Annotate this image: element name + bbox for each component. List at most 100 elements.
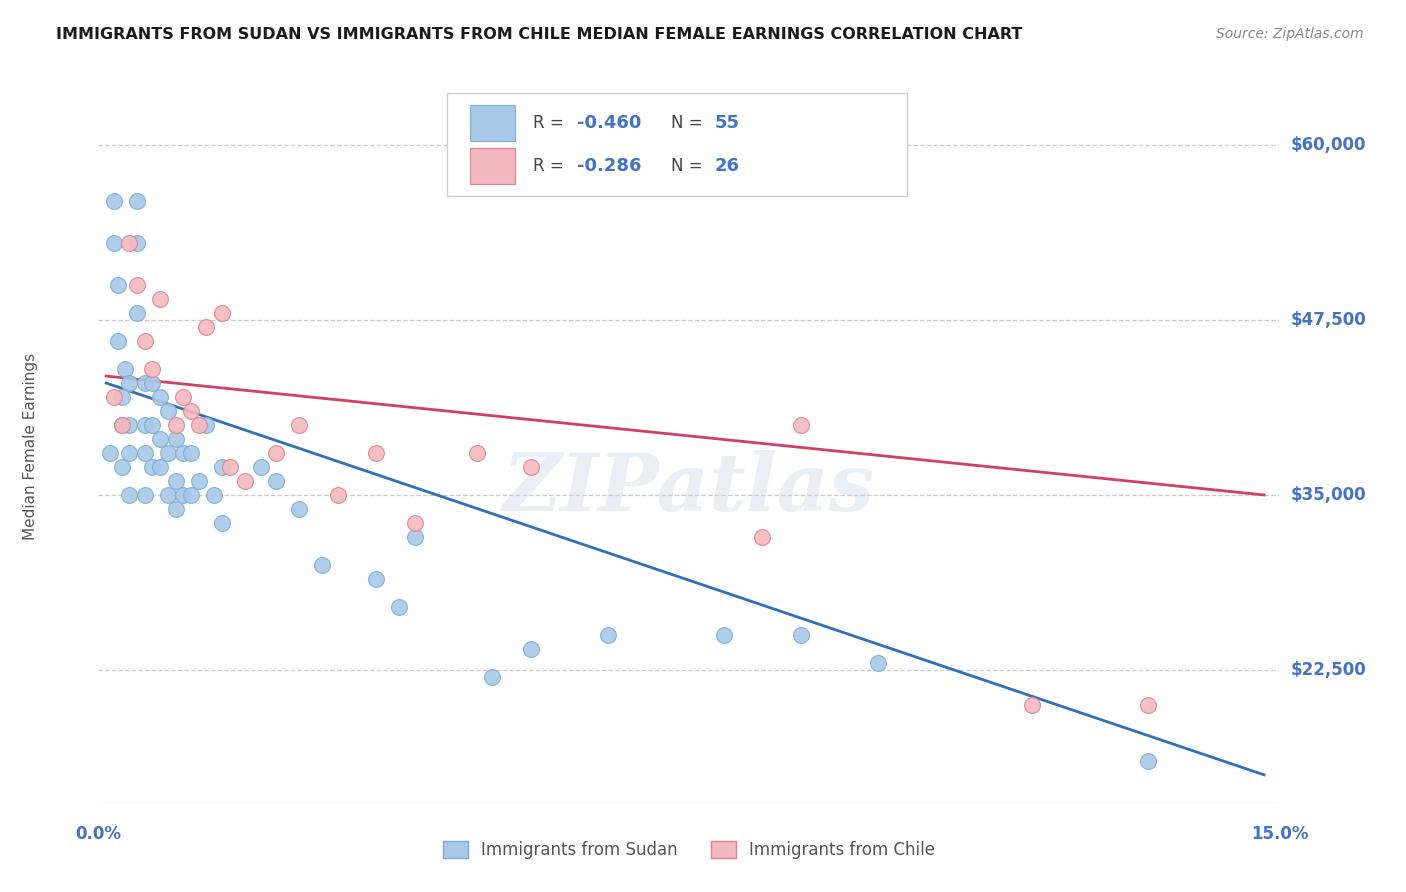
Point	[125, 194, 148, 208]
Point	[519, 641, 541, 656]
Point	[187, 474, 209, 488]
Text: $47,500: $47,500	[1291, 311, 1367, 329]
Text: N =: N =	[671, 114, 709, 132]
Text: R =: R =	[533, 114, 569, 132]
Point	[125, 306, 148, 320]
Point	[211, 460, 233, 475]
Point	[149, 292, 172, 306]
Point	[326, 488, 349, 502]
Point	[195, 320, 218, 334]
Point	[465, 446, 488, 460]
Point	[249, 460, 271, 475]
Point	[141, 362, 163, 376]
Point	[868, 656, 890, 670]
Point	[149, 460, 172, 475]
Point	[233, 474, 256, 488]
Point	[149, 390, 172, 404]
Legend: Immigrants from Sudan, Immigrants from Chile: Immigrants from Sudan, Immigrants from C…	[436, 834, 942, 866]
Point	[149, 432, 172, 446]
Point	[366, 572, 388, 586]
Point	[172, 390, 194, 404]
Point	[141, 376, 163, 390]
Point	[187, 417, 209, 432]
Point	[288, 417, 311, 432]
Point	[388, 599, 411, 614]
Point	[180, 446, 202, 460]
Point	[103, 390, 125, 404]
Point	[172, 488, 194, 502]
Point	[165, 502, 187, 516]
Point	[165, 474, 187, 488]
Point	[156, 488, 179, 502]
Point	[134, 376, 156, 390]
Point	[790, 417, 813, 432]
Point	[118, 417, 141, 432]
Point	[125, 278, 148, 293]
Point	[195, 417, 218, 432]
Text: $35,000: $35,000	[1291, 486, 1367, 504]
Point	[103, 194, 125, 208]
Text: 26: 26	[714, 157, 740, 175]
Text: N =: N =	[671, 157, 709, 175]
Text: Source: ZipAtlas.com: Source: ZipAtlas.com	[1216, 27, 1364, 41]
Point	[1137, 698, 1160, 712]
Point	[264, 446, 287, 460]
Point	[366, 446, 388, 460]
Point	[202, 488, 225, 502]
Text: R =: R =	[533, 157, 569, 175]
Text: 0.0%: 0.0%	[76, 825, 121, 843]
Point	[110, 417, 132, 432]
Text: -0.460: -0.460	[576, 114, 641, 132]
Point	[107, 334, 129, 348]
Point	[288, 502, 311, 516]
Point	[103, 236, 125, 251]
Text: $22,500: $22,500	[1291, 661, 1367, 679]
Point	[519, 460, 541, 475]
Point	[211, 516, 233, 530]
Point	[107, 278, 129, 293]
Point	[264, 474, 287, 488]
Point	[118, 488, 141, 502]
Point	[114, 362, 136, 376]
Point	[110, 460, 132, 475]
Point	[211, 306, 233, 320]
Point	[118, 376, 141, 390]
FancyBboxPatch shape	[471, 105, 516, 141]
Point	[165, 417, 187, 432]
Point	[218, 460, 240, 475]
Point	[134, 334, 156, 348]
Point	[790, 628, 813, 642]
Point	[118, 236, 141, 251]
Text: -0.286: -0.286	[576, 157, 641, 175]
Point	[1137, 754, 1160, 768]
Text: $60,000: $60,000	[1291, 136, 1367, 154]
Point	[110, 390, 132, 404]
Point	[180, 404, 202, 418]
Point	[751, 530, 773, 544]
Text: 15.0%: 15.0%	[1251, 825, 1308, 843]
Point	[156, 404, 179, 418]
Point	[180, 488, 202, 502]
Text: 55: 55	[714, 114, 740, 132]
Point	[118, 446, 141, 460]
Point	[134, 446, 156, 460]
Point	[141, 460, 163, 475]
FancyBboxPatch shape	[471, 148, 516, 184]
Point	[125, 236, 148, 251]
Point	[713, 628, 735, 642]
Point	[110, 417, 132, 432]
Point	[134, 417, 156, 432]
Point	[481, 670, 503, 684]
Point	[1021, 698, 1043, 712]
Text: IMMIGRANTS FROM SUDAN VS IMMIGRANTS FROM CHILE MEDIAN FEMALE EARNINGS CORRELATIO: IMMIGRANTS FROM SUDAN VS IMMIGRANTS FROM…	[56, 27, 1022, 42]
Point	[596, 628, 619, 642]
Point	[141, 417, 163, 432]
Point	[165, 432, 187, 446]
Point	[98, 446, 121, 460]
Point	[156, 446, 179, 460]
Point	[172, 446, 194, 460]
Text: ZIPatlas: ZIPatlas	[503, 450, 875, 527]
Point	[134, 488, 156, 502]
Point	[311, 558, 333, 572]
Point	[404, 516, 426, 530]
